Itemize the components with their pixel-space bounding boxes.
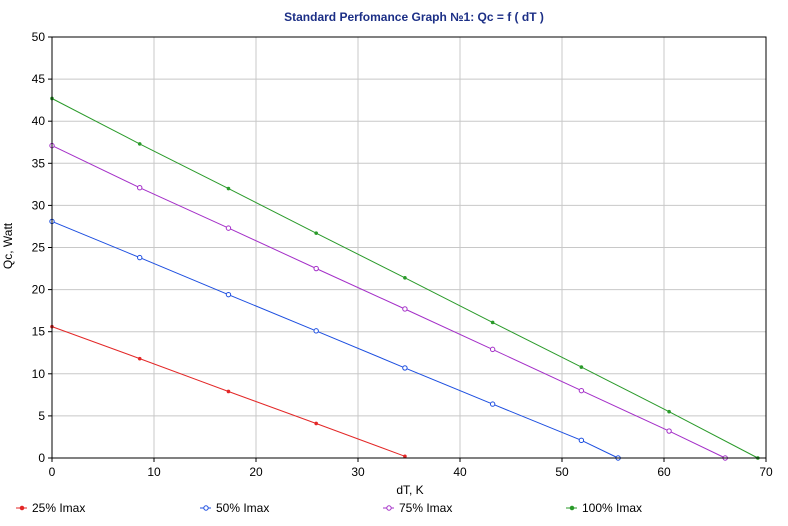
data-point <box>403 276 407 280</box>
data-point <box>226 389 231 394</box>
data-point <box>667 409 671 414</box>
legend-marker <box>203 505 209 511</box>
data-point <box>578 437 585 444</box>
legend-marker <box>19 505 25 511</box>
series-group <box>49 96 760 461</box>
series-75-imax <box>49 142 728 461</box>
legend: 25% Imax 50% Imax 75% Imax 100% Imax <box>16 501 642 515</box>
data-point <box>489 346 496 353</box>
data-point <box>666 428 672 434</box>
y-tick-label: 45 <box>32 72 46 86</box>
x-axis-label: dT, K <box>396 483 423 497</box>
data-point <box>137 254 143 261</box>
legend-item: 50% Imax <box>200 501 269 515</box>
data-point <box>314 421 318 426</box>
y-tick-label: 5 <box>38 409 45 423</box>
data-point <box>402 365 408 371</box>
x-tick-label: 30 <box>351 465 365 479</box>
series-100-imax <box>50 96 760 460</box>
data-point <box>402 306 408 312</box>
data-point <box>403 454 407 459</box>
x-tick-label: 60 <box>657 465 671 479</box>
series-line <box>51 145 726 459</box>
data-point <box>137 356 142 361</box>
data-point <box>490 320 495 325</box>
legend-marker <box>386 505 392 511</box>
y-tick-label: 10 <box>32 367 46 381</box>
y-tick-label: 35 <box>32 156 46 170</box>
legend-label: 75% Imax <box>399 501 452 515</box>
data-point <box>313 265 319 272</box>
y-axis-label: Qc, Watt <box>1 222 15 269</box>
chart-title: Standard Perfomance Graph №1: Qc = f ( d… <box>284 10 544 24</box>
grid <box>52 37 766 458</box>
data-point <box>225 291 232 298</box>
legend-marker <box>569 505 575 511</box>
x-axis-ticks: 0 10 20 30 40 50 60 70 <box>49 458 773 479</box>
legend-item: 75% Imax <box>383 501 452 515</box>
legend-label: 50% Imax <box>216 501 269 515</box>
data-point <box>137 142 142 146</box>
y-axis-ticks: 0 5 10 15 20 25 30 35 40 45 50 <box>32 30 52 465</box>
series-line <box>51 220 619 459</box>
legend-item: 100% Imax <box>566 501 642 515</box>
x-tick-label: 10 <box>147 465 161 479</box>
data-point <box>578 387 585 394</box>
y-tick-label: 25 <box>32 241 46 255</box>
data-point <box>225 225 232 231</box>
y-tick-label: 30 <box>32 198 46 212</box>
legend-label: 25% Imax <box>32 501 85 515</box>
x-tick-label: 50 <box>555 465 569 479</box>
data-point <box>489 401 496 407</box>
series-25-imax <box>50 324 407 459</box>
series-50-imax <box>49 218 621 461</box>
x-tick-label: 70 <box>759 465 773 479</box>
x-tick-label: 40 <box>453 465 467 479</box>
data-point <box>579 365 584 369</box>
legend-label: 100% Imax <box>582 501 642 515</box>
x-tick-label: 20 <box>249 465 263 479</box>
data-point <box>137 185 143 191</box>
y-tick-label: 20 <box>32 283 46 297</box>
y-tick-label: 50 <box>32 30 46 44</box>
data-point <box>314 231 318 235</box>
data-point <box>226 186 231 191</box>
y-tick-label: 0 <box>38 451 45 465</box>
data-point <box>313 328 319 334</box>
plot-frame <box>51 36 767 459</box>
x-tick-label: 0 <box>49 465 56 479</box>
legend-item: 25% Imax <box>16 501 85 515</box>
y-tick-label: 40 <box>32 114 46 128</box>
y-tick-label: 15 <box>32 325 46 339</box>
